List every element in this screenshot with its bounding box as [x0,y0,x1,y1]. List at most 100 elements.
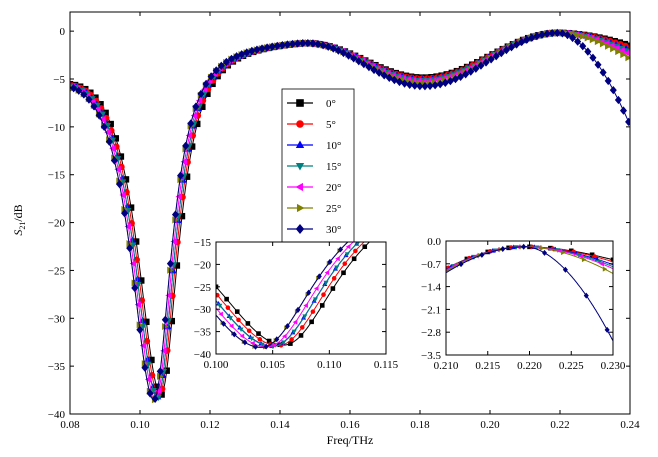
inset-1-marker-6-5 [274,336,280,343]
main-marker-6-37 [258,44,266,53]
main-marker-6-98 [569,33,577,43]
inset-1-marker-1-11 [331,276,337,281]
main-marker-6-61 [380,71,388,80]
inset-1-x-tick-label: 0.105 [260,359,285,371]
main-marker-6-60 [375,68,383,77]
main-marker-0-8 [107,120,114,128]
legend-marker [295,182,304,192]
legend-item: 10° [287,140,341,152]
main-marker-0-12 [127,204,135,211]
main-marker-0-21 [173,262,181,269]
main-marker-6-108 [619,106,628,115]
main-marker-4-10 [119,191,126,199]
inset-2-marker-6-5 [562,266,568,273]
main-marker-6-33 [238,50,246,59]
main-marker-6-109 [625,117,630,127]
main-marker-5-21 [177,176,184,184]
main-marker-6-71 [431,81,439,90]
main-marker-6-103 [594,60,602,69]
inset-2-x-tick-label: 0.210 [434,360,459,372]
main-marker-0-27 [204,90,211,98]
legend-marker [296,120,304,128]
inset-1-marker-5-15 [380,215,385,220]
main-marker-0-9 [112,135,120,142]
main-marker-4-107 [613,44,620,52]
inset-1-y-tick-label: −25 [194,282,212,294]
inset-1-marker-4-9 [313,285,319,292]
main-marker-6-64 [395,77,404,87]
main-marker-0-20 [168,317,176,325]
main-marker-6-104 [599,68,607,77]
inset-2-marker-5-7 [602,266,608,272]
main-marker-6-44 [294,39,302,48]
main-marker-6-92 [538,30,546,39]
inset-1-marker-1-9 [310,309,316,314]
inset-1-series-line-4 [216,242,355,348]
main-marker-6-84 [497,48,505,58]
main-marker-6-107 [614,95,622,105]
main-marker-6-58 [365,62,373,72]
main-marker-6-5 [95,111,103,120]
main-marker-6-42 [283,40,292,49]
inset-2-marker-5-5 [561,250,566,256]
inset-1-marker-0-7 [288,341,293,346]
inset-2-marker-5-6 [581,257,587,263]
main-marker-5-108 [620,51,627,59]
legend-items: 0° 5° 10° 15° 20° 25° 30° [287,98,341,236]
inset-1-marker-4-15 [378,219,383,224]
main-marker-6-52 [334,46,342,55]
main-marker-6-24 [192,102,200,111]
inset-1-y-ticks: −15 −20 −25 −30 −35 −40 [194,237,386,361]
inset-1-marker-5-13 [359,229,364,234]
main-plot: 0.08 0.10 0.12 0.14 0.16 0.18 0.20 0.22 0.24 0 −5… [11,11,640,447]
inset-1-marker-0-10 [319,303,325,308]
inset-1-y-tick-label: −20 [194,259,212,271]
y-axis-title-suffix: /dB [11,204,25,221]
inset-1-marker-4-2 [239,333,245,339]
main-marker-6-45 [299,39,307,48]
main-marker-6-80 [477,61,485,70]
inset-1-marker-4-7 [292,319,298,325]
inset-1-marker-4-13 [356,234,361,239]
inset-1-marker-3-14 [366,231,371,236]
main-marker-6-67 [411,81,419,90]
inset-1-marker-3-11 [334,265,340,271]
main-marker-6-41 [278,41,286,50]
inset-1-marker-0-15 [373,234,378,239]
inset-2-marker-4-7 [599,261,604,267]
main-marker-6-20 [171,210,180,219]
inset-1-marker-2-15 [375,223,380,228]
main-marker-6-39 [268,42,276,51]
main-marker-4-25 [195,97,203,105]
main-series-group [70,28,630,404]
inset-1-marker-6-4 [263,343,269,350]
legend-item: 30° [287,224,341,236]
inset-2-marker-6-0 [458,261,464,268]
inset-1-marker-3-4 [259,342,265,348]
main-marker-5-100 [579,32,586,40]
main-marker-4-7 [104,128,111,136]
main-marker-0-25 [194,120,201,128]
main-x-tick-label: 0.08 [60,419,80,431]
inset-2-x-ticks: 0.210 0.215 0.220 0.225 0.230 [434,241,626,372]
main-y-ticks: 0 −5 −10 −15 −20 −25 −30 −35 −40 [48,26,630,421]
main-marker-6-73 [441,78,449,87]
main-x-tick-label: 0.24 [620,419,640,431]
main-marker-6-102 [589,53,597,62]
inset-1-marker-2-14 [365,231,370,236]
main-marker-6-17 [156,367,164,376]
main-marker-6-32 [233,52,241,61]
y-axis-title-main: S [11,230,25,236]
chart-legend: 0° 5° 10° 15° 20° 25° 30° [281,88,355,244]
inset-1-y-tick-label: −15 [194,237,212,249]
inset-1-marker-5-14 [369,221,374,226]
inset-1-marker-4-12 [345,244,351,250]
inset-2-x-tick-label: 0.230 [601,360,626,372]
main-marker-6-40 [273,41,281,51]
inset-1-marker-1-2 [236,317,241,323]
main-marker-4-5 [94,105,101,113]
main-marker-5-104 [599,40,607,48]
legend-label: 25° [326,203,341,215]
y-axis-title-sub: 21 [18,222,27,230]
